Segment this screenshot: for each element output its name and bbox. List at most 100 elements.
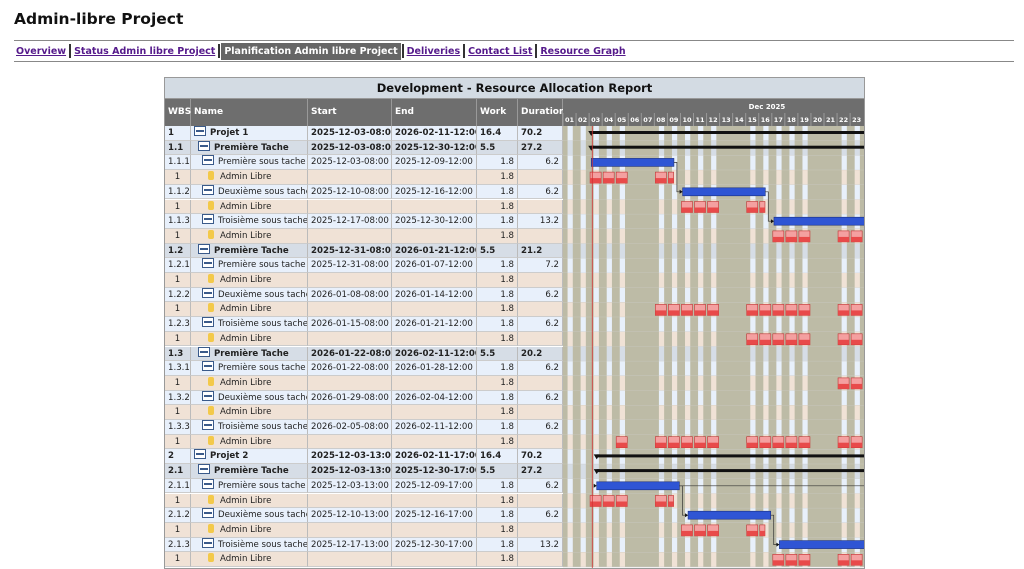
cell-duration: 6.2 xyxy=(518,287,563,303)
task-name[interactable]: Admin Libre xyxy=(220,201,272,212)
working-hours xyxy=(593,228,599,244)
working-hours xyxy=(802,508,808,523)
cell-end xyxy=(392,434,477,450)
resource-icon xyxy=(208,494,214,504)
task-name[interactable]: Première Tache xyxy=(214,245,289,256)
task-name[interactable]: Troisième sous tache xyxy=(218,422,308,432)
task-name[interactable]: Admin Libre xyxy=(220,230,272,241)
nav-tab-resource-graph[interactable]: Resource Graph xyxy=(540,45,626,57)
task-name[interactable]: Admin Libre xyxy=(220,407,272,418)
working-hours xyxy=(763,405,769,420)
task-name[interactable]: Admin Libre xyxy=(220,436,272,447)
nav-separator xyxy=(69,44,72,58)
working-hours xyxy=(802,317,808,332)
nav-tab-planification-admin-libre-project[interactable]: Planification Admin libre Project xyxy=(221,42,401,60)
summary-bar xyxy=(591,131,864,134)
working-hours xyxy=(763,390,769,406)
working-hours xyxy=(711,214,717,229)
resource-load xyxy=(851,236,863,242)
day-label: 13 xyxy=(722,116,731,124)
working-hours xyxy=(711,243,717,259)
working-hours xyxy=(606,508,612,523)
working-hours xyxy=(593,390,599,406)
task-name[interactable]: Admin Libre xyxy=(220,554,272,565)
task-name[interactable]: Admin Libre xyxy=(220,333,272,344)
task-name[interactable]: Projet 2 xyxy=(210,451,249,462)
resource-load xyxy=(838,560,850,566)
working-hours xyxy=(580,405,586,420)
cell-end: 2025-12-30-12:00 xyxy=(392,140,477,156)
task-name[interactable]: Deuxième sous tache xyxy=(218,289,308,300)
task-name[interactable]: Admin Libre xyxy=(220,275,272,285)
working-hours xyxy=(593,214,599,229)
task-name[interactable]: Admin Libre xyxy=(220,377,272,388)
task-name[interactable]: Première sous tache xyxy=(218,260,306,271)
nav-tab-contact-list[interactable]: Contact List xyxy=(468,45,533,57)
resource-load xyxy=(668,501,674,507)
task-name[interactable]: Admin Libre xyxy=(220,524,272,535)
working-hours xyxy=(671,273,678,288)
cell-start: 2025-12-17-08:00 xyxy=(308,214,392,229)
cell-name: Deuxième sous tache xyxy=(191,184,308,200)
working-hours xyxy=(619,214,625,229)
task-name[interactable]: Deuxième sous tache xyxy=(218,186,308,197)
task-name[interactable]: Troisième sous tache xyxy=(218,216,308,227)
task-name[interactable]: Première Tache xyxy=(214,142,289,153)
working-hours xyxy=(854,243,860,259)
working-hours xyxy=(606,331,612,347)
working-hours xyxy=(789,508,795,523)
resource-icon xyxy=(208,435,214,445)
working-hours xyxy=(789,390,795,406)
working-hours xyxy=(698,214,704,229)
task-name[interactable]: Première Tache xyxy=(214,348,289,359)
task-name[interactable]: Première sous tache xyxy=(218,157,306,168)
task-name[interactable]: Deuxième sous tache xyxy=(218,510,308,521)
cell-start: 2025-12-10-13:00 xyxy=(308,508,392,523)
resource-load xyxy=(772,236,784,242)
cell-start xyxy=(308,170,392,185)
working-hours xyxy=(802,170,808,185)
resource-load xyxy=(838,310,850,316)
working-hours xyxy=(841,199,847,215)
cell-name: Première Tache xyxy=(191,346,308,362)
col-wbs: WBS xyxy=(165,99,191,126)
cell-work: 5.5 xyxy=(477,243,518,259)
nav-tab-status-admin-libre-project[interactable]: Status Admin libre Project xyxy=(74,45,216,57)
resource-load xyxy=(616,178,628,184)
working-hours xyxy=(776,390,782,406)
task-name[interactable]: Première Tache xyxy=(214,466,289,477)
task-row: 1.2.1 Première sous tache 2025-12-31-08:00… xyxy=(165,258,563,273)
working-hours xyxy=(789,170,795,185)
cell-name: Troisième sous tache xyxy=(191,420,308,435)
task-name[interactable]: Première sous tache xyxy=(218,363,306,374)
day-label: 15 xyxy=(748,116,758,124)
cell-duration: 6.2 xyxy=(518,508,563,523)
cell-work: 1.8 xyxy=(477,170,518,185)
task-name[interactable]: Admin Libre xyxy=(220,172,272,183)
cell-name: Troisième sous tache xyxy=(191,214,308,229)
working-hours xyxy=(854,508,860,523)
nav-tab-deliveries[interactable]: Deliveries xyxy=(406,45,461,57)
working-hours xyxy=(802,390,808,406)
working-hours xyxy=(698,228,704,244)
working-hours xyxy=(841,170,847,185)
task-name[interactable]: Deuxième sous tache xyxy=(218,392,308,403)
task-name[interactable]: Troisième sous tache xyxy=(218,319,308,330)
working-hours xyxy=(802,493,808,509)
nav-tab-overview[interactable]: Overview xyxy=(16,45,67,57)
working-hours xyxy=(776,287,782,303)
task-name[interactable]: Troisième sous tache xyxy=(218,539,308,550)
working-hours xyxy=(658,390,665,406)
working-hours xyxy=(658,317,665,332)
task-name[interactable]: Admin Libre xyxy=(220,495,272,506)
task-icon xyxy=(202,155,214,166)
task-name[interactable]: Admin Libre xyxy=(220,304,272,315)
cell-name: Troisième sous tache xyxy=(191,537,308,553)
cell-name: Admin Libre xyxy=(191,170,308,185)
task-name[interactable]: Projet 1 xyxy=(210,128,249,138)
working-hours xyxy=(567,420,573,435)
cell-wbs: 1.2.1 xyxy=(165,258,191,273)
cell-name: Première sous tache xyxy=(191,155,308,171)
cell-end: 2025-12-16-12:00 xyxy=(392,184,477,200)
task-name[interactable]: Première sous tache xyxy=(218,480,306,491)
